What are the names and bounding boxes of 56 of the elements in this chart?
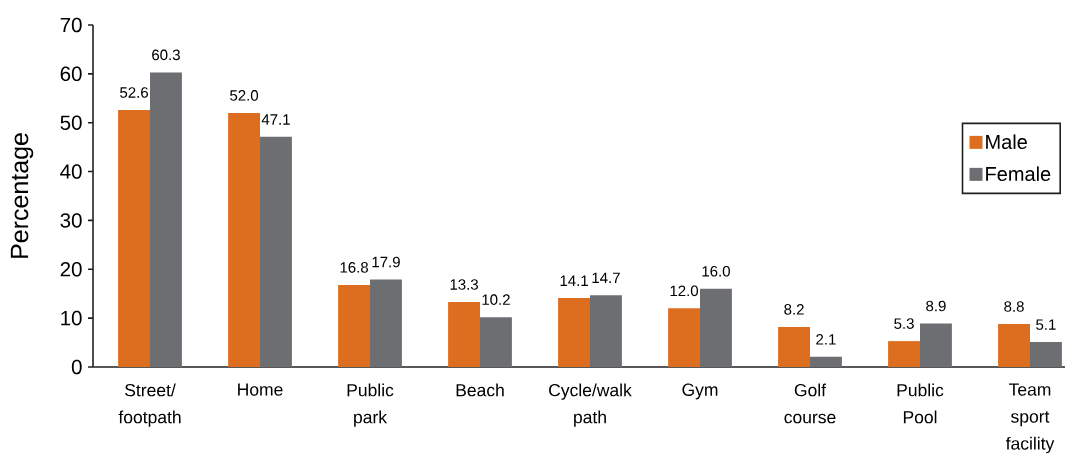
bar [810, 356, 842, 367]
bar [150, 72, 182, 367]
bar [228, 112, 261, 367]
bar [260, 136, 292, 367]
x-tick-label: Public Pool [897, 383, 944, 424]
bar [919, 323, 952, 367]
y-tick-label: 70 [60, 17, 82, 33]
bar [888, 341, 920, 367]
x-tick-label: Team sport facility [1005, 383, 1055, 454]
x-tick-label: Home [238, 383, 283, 396]
data-label: 2.1 [816, 334, 836, 345]
y-tick-label: 10 [61, 310, 82, 326]
x-tick-label: Street/ footpath [118, 383, 181, 427]
bar [668, 308, 700, 367]
data-label: 17.9 [372, 256, 400, 268]
data-label: 52.6 [120, 87, 148, 98]
x-tick-label: Golf course [784, 383, 836, 424]
data-label: 10.2 [482, 294, 510, 305]
y-tick-label: 50 [60, 115, 82, 130]
x-tick-label: Beach [456, 383, 504, 397]
bar [448, 302, 481, 367]
y-axis-title: Percentage [10, 133, 34, 258]
bar [118, 110, 151, 367]
bar [370, 279, 402, 367]
data-label: 8.2 [784, 304, 804, 315]
bar [998, 323, 1030, 367]
y-tick-label: 30 [60, 213, 82, 228]
data-label: 14.1 [560, 275, 588, 286]
x-tick-label: Cycle/walk path [549, 383, 632, 427]
data-label: 5.1 [1036, 319, 1056, 330]
x-tick-label: Public park [347, 383, 394, 427]
data-label: 5.3 [894, 318, 914, 329]
data-label: 14.7 [592, 272, 620, 283]
y-tick-label: 40 [60, 164, 82, 179]
data-label: 13.3 [450, 279, 478, 290]
bar [778, 326, 810, 367]
legend-label: Male [986, 134, 1027, 150]
data-label: 60.3 [152, 49, 180, 61]
bar [700, 288, 732, 367]
bar [1029, 342, 1062, 367]
bar [558, 298, 590, 367]
x-tick-label: Gym [682, 383, 718, 400]
data-label: 8.8 [1004, 301, 1024, 312]
y-tick-label: 20 [60, 262, 82, 277]
data-label: 8.9 [926, 300, 946, 312]
y-tick-label: 60 [60, 66, 82, 82]
data-label: 16.8 [340, 262, 368, 273]
data-label: 52.0 [230, 90, 259, 101]
data-label: 16.0 [702, 266, 730, 277]
data-label: 12.0 [670, 285, 699, 297]
data-label: 47.1 [261, 114, 290, 125]
legend-label: Female [986, 166, 1051, 182]
y-tick-label: 0 [71, 359, 82, 375]
bar [480, 317, 512, 367]
bar [590, 295, 622, 367]
bar [338, 284, 371, 367]
